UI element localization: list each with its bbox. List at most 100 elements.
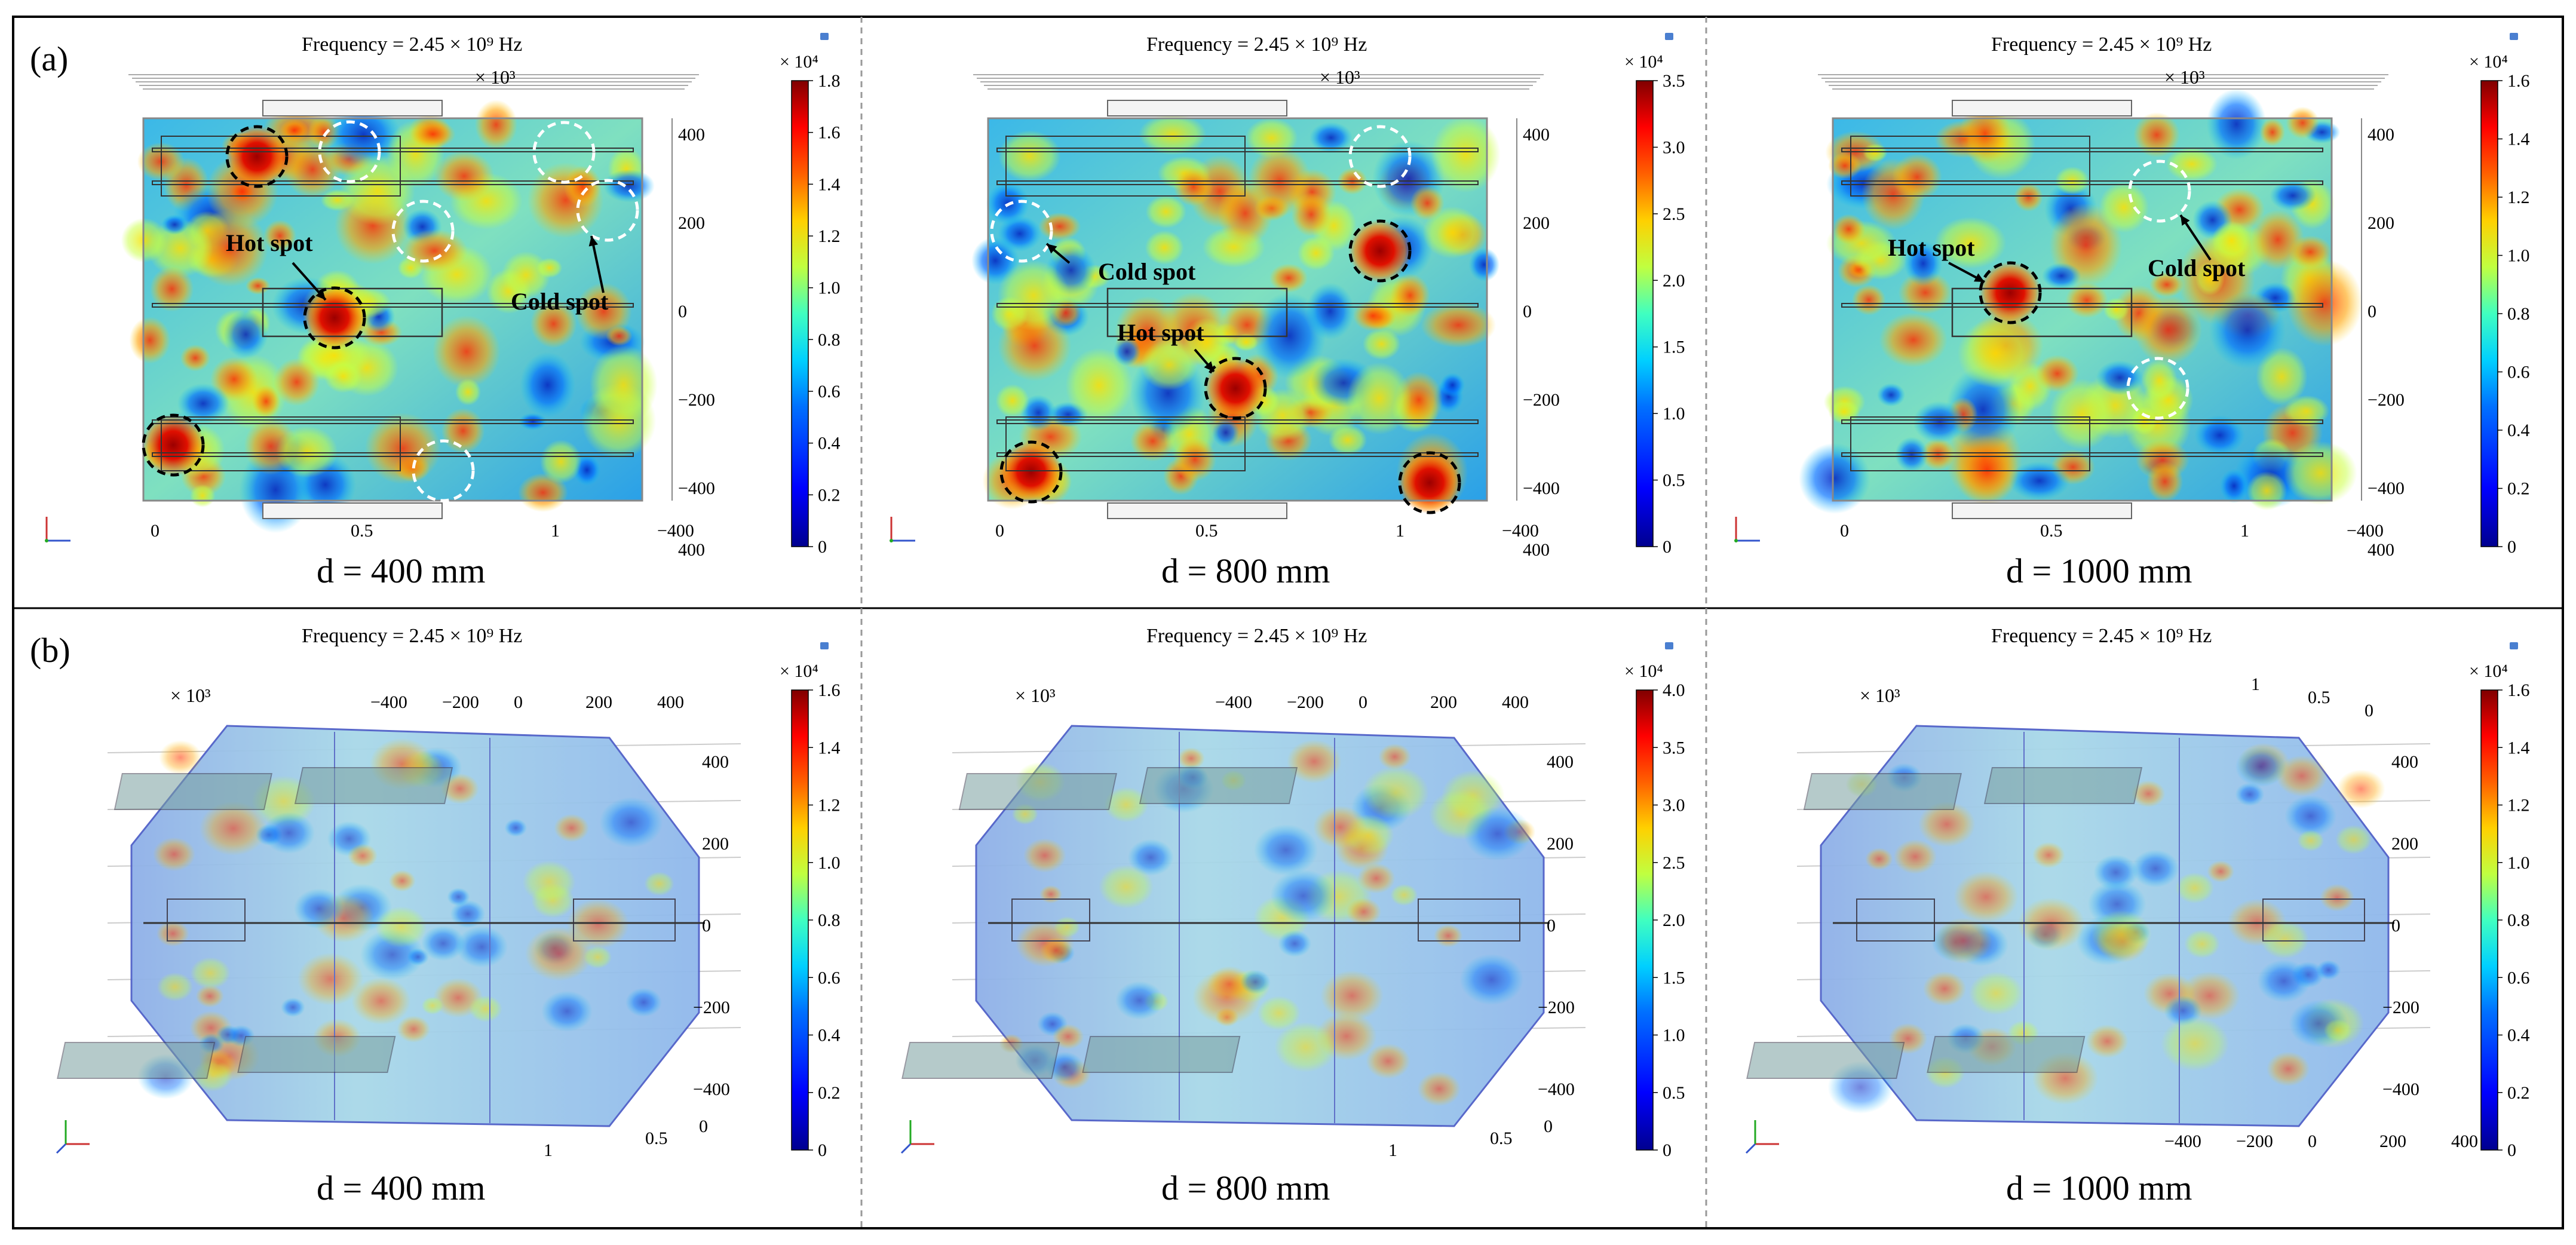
x-tick-label: 0.5 — [351, 521, 373, 541]
end-flange — [1952, 502, 2132, 519]
waveguide-bar — [1841, 180, 2323, 185]
field-blob — [644, 872, 674, 896]
annotation-arrowhead — [1974, 273, 1985, 282]
top-tick-label: −200 — [1287, 692, 1324, 712]
field-blob — [518, 413, 548, 431]
field-blob — [2269, 180, 2317, 211]
cold-spot-marker — [1348, 125, 1412, 188]
field-blob — [455, 926, 508, 968]
field-blob — [1922, 971, 1967, 1007]
top-tick-label: 400 — [1502, 692, 1529, 712]
field-blob — [1921, 438, 1956, 471]
top-tick-label: −400 — [1215, 692, 1252, 712]
comsol-icon — [820, 642, 829, 649]
field-blob — [455, 378, 481, 406]
field-blob — [1957, 318, 2034, 389]
waveguide-port — [573, 899, 676, 942]
field-blob — [1934, 217, 2007, 269]
field-blob — [1113, 337, 1141, 366]
field-blob — [2195, 260, 2225, 296]
field-blob — [150, 266, 194, 312]
row-label-a: (a) — [30, 39, 68, 78]
field-blob — [2041, 262, 2081, 289]
y-tick-label: 0 — [1523, 302, 1532, 321]
field-blob — [298, 952, 364, 1005]
field-blob — [1253, 292, 1326, 379]
x-tick-label: −400 — [657, 521, 694, 541]
frequency-label: Frequency = 2.45 × 10⁹ Hz — [1146, 625, 1367, 647]
colorbar-tick-label: 3.5 — [1663, 71, 1685, 91]
y-tick-label: 0 — [2391, 916, 2400, 936]
x-tick-label: 0 — [1840, 521, 1849, 541]
y-tick-label: 200 — [678, 213, 705, 233]
field-blob — [157, 972, 193, 1002]
field-blob — [530, 299, 577, 348]
slotted-waveguide — [1803, 773, 1962, 810]
x-tick-label: 0 — [995, 521, 1004, 541]
field-blob — [522, 860, 576, 903]
hot-spot-marker — [142, 413, 205, 477]
field-blob — [2284, 395, 2330, 427]
field-blob — [2235, 746, 2286, 787]
colorbar-tick-label: 0.2 — [2507, 479, 2530, 499]
colorbar-tick-label: 0.4 — [2507, 1026, 2530, 1045]
field-blob — [2235, 783, 2265, 807]
field-blob — [1140, 339, 1198, 391]
field-blob — [1828, 152, 1862, 179]
field-blob — [1320, 970, 1384, 1021]
waveguide-port — [1005, 136, 1246, 197]
field-blob — [2096, 360, 2144, 395]
field-blob — [2032, 842, 2065, 869]
field-blob — [2099, 182, 2149, 233]
top-tick-label: 200 — [585, 692, 612, 712]
field-blob — [2131, 406, 2158, 436]
field-blob — [129, 317, 171, 364]
colorbar-tick-label: 1.0 — [1663, 404, 1685, 424]
field-blob — [2166, 147, 2218, 182]
field-blob — [1278, 930, 1312, 957]
panel-a-2: Frequency = 2.45 × 10⁹ Hz × 10³ 400 200 0 −20… — [890, 33, 1685, 590]
axis-triad-z — [900, 1143, 912, 1154]
axis-triad-origin — [890, 539, 893, 542]
field-blob — [1357, 863, 1396, 894]
field-blob — [998, 130, 1061, 182]
field-blob — [520, 352, 576, 418]
waveguide-bar — [1841, 419, 2323, 424]
field-blob — [501, 251, 551, 299]
waveguide-port — [1005, 416, 1246, 471]
top-tick-label: 0 — [2365, 701, 2373, 720]
field-blob — [1257, 996, 1301, 1031]
field-blob — [421, 925, 465, 961]
waveguide-port — [1011, 899, 1090, 942]
panel-a-3: Frequency = 2.45 × 10⁹ Hz × 10³ 400 200 0 −20… — [1734, 33, 2530, 590]
cold-spot-marker — [2128, 160, 2191, 223]
field-blob — [2194, 415, 2245, 456]
axis-triad-z — [1745, 1143, 1756, 1154]
x-tick-label: 1 — [2240, 521, 2249, 541]
field-blob — [153, 837, 196, 872]
colorbar-unit: × 10⁴ — [2469, 52, 2508, 72]
colorbar-tick-label: 0.8 — [818, 330, 841, 349]
field-blob — [995, 384, 1029, 418]
bottom-tick-label: 0.5 — [645, 1129, 668, 1148]
colorbar-tick-label: 0.2 — [818, 485, 841, 505]
field-blob — [1177, 747, 1205, 769]
top-tick-label: 0 — [514, 692, 523, 712]
figure-frame — [12, 16, 2564, 1229]
field-blob — [1020, 394, 1057, 431]
field-blob — [2134, 295, 2202, 365]
field-blob — [324, 360, 363, 393]
waveguide-bar — [1841, 303, 2323, 308]
colorbar-tick-label: 1.4 — [818, 738, 841, 758]
field-blob — [2259, 118, 2286, 146]
field-blob — [2320, 884, 2355, 912]
field-blob — [2133, 112, 2180, 158]
field-blob — [199, 801, 268, 856]
top-tick-label: 400 — [657, 692, 684, 712]
field-blob — [1879, 312, 1948, 367]
field-blob — [2251, 210, 2305, 270]
field-blob — [1347, 362, 1412, 435]
field-blob — [2103, 298, 2129, 321]
colorbar-tick-label: 2.5 — [1663, 853, 1685, 873]
colorbar-tick-label: 0.6 — [818, 968, 841, 988]
